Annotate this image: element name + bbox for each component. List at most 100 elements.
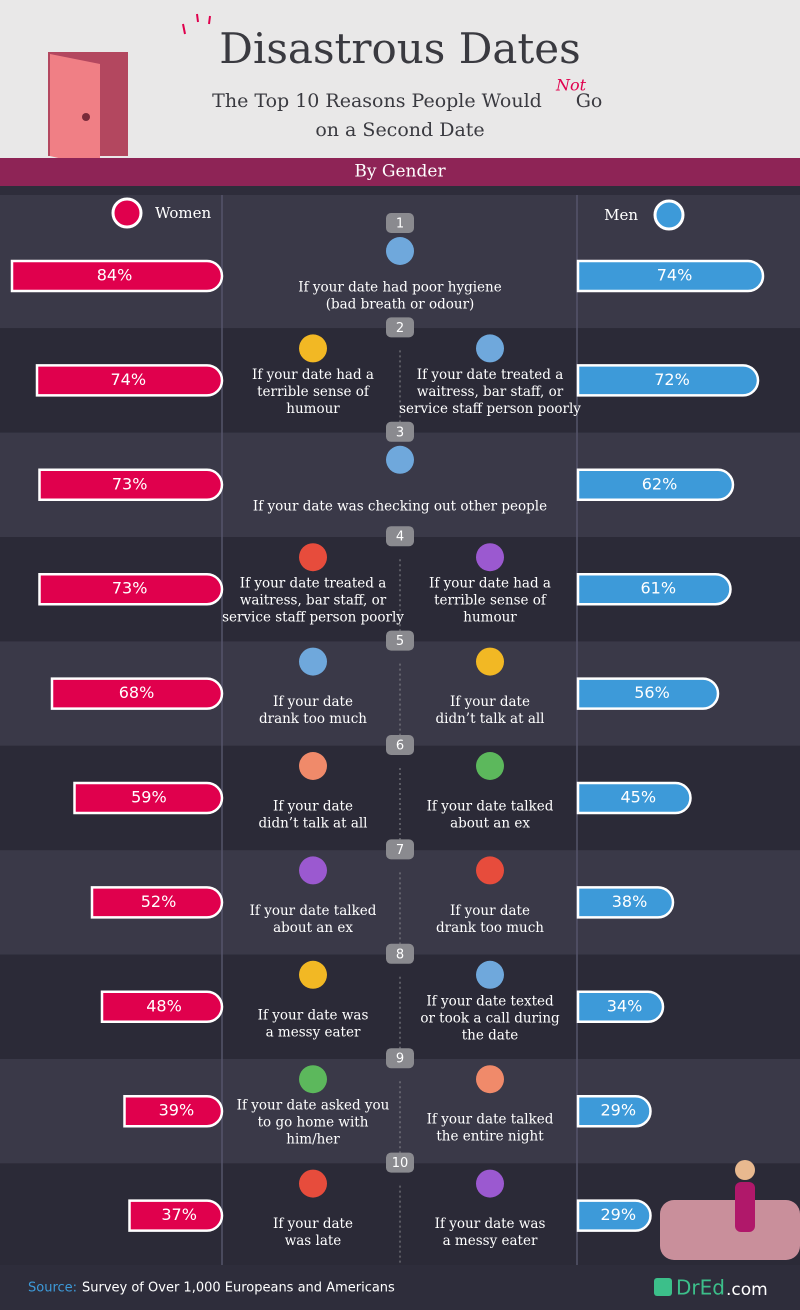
section-band [0, 158, 800, 186]
reason-men: If your date texted [426, 993, 554, 1009]
reason-men: about an ex [450, 816, 530, 832]
reason-men: If your date treated a [417, 367, 564, 383]
value-label: 62% [642, 474, 678, 493]
logo: DrEd [676, 1276, 725, 1300]
section-title: By Gender [354, 162, 446, 182]
sofa [660, 1200, 800, 1260]
reason-women: If your date [273, 1216, 353, 1232]
subtitle: The Top 10 Reasons People Would [212, 90, 542, 112]
value-label: 84% [97, 266, 133, 285]
reason-women: If your date had a [252, 367, 374, 383]
value-label: 29% [600, 1205, 636, 1224]
bar [576, 468, 735, 502]
value-label: 56% [634, 683, 670, 702]
legend-symbol [653, 199, 685, 231]
reason: If your date was checking out other peop… [253, 498, 547, 514]
bar [38, 468, 224, 502]
value-label: 72% [654, 370, 690, 389]
reason-women: was late [285, 1233, 342, 1249]
icon [476, 1169, 504, 1198]
bar [128, 1199, 224, 1232]
value-label: 74% [110, 370, 146, 389]
reason-men: didn’t talk at all [435, 711, 544, 727]
reason-men: humour [463, 610, 517, 626]
rank-badge [386, 526, 414, 547]
value-label: 39% [159, 1101, 195, 1120]
reason-men: drank too much [436, 920, 544, 936]
value-label: 37% [161, 1205, 197, 1224]
value-label: 45% [620, 788, 656, 807]
rank: 6 [396, 739, 404, 754]
value-label: 29% [600, 1101, 636, 1120]
reason-men: If your date [450, 903, 530, 919]
reason-women: waitress, bar staff, or [240, 593, 387, 609]
value-label: 61% [640, 579, 676, 598]
icon [476, 334, 504, 363]
rank-badge [386, 1048, 414, 1069]
rank: 2 [396, 321, 404, 336]
reason-women: humour [286, 401, 340, 417]
reason-men: If your date talked [427, 1112, 554, 1128]
value-label: 48% [146, 996, 182, 1015]
value-label: 74% [657, 266, 693, 285]
value-label: 73% [112, 579, 148, 598]
bar [90, 886, 224, 919]
bar [576, 990, 665, 1024]
bar [576, 886, 675, 919]
rank-badge [386, 421, 414, 442]
rank-badge [386, 943, 414, 964]
reason-men: a messy eater [443, 1233, 538, 1249]
value-label: 68% [119, 683, 155, 702]
reason: If your date had poor hygiene [298, 280, 501, 296]
icon [299, 334, 327, 363]
reason-men: the date [462, 1027, 519, 1043]
reason-men: If your date had a [429, 576, 551, 592]
bar [123, 1094, 224, 1128]
icon [299, 856, 327, 885]
icon [386, 237, 414, 265]
reason-women: about an ex [273, 920, 353, 936]
rank: 4 [396, 530, 404, 545]
bar [100, 990, 224, 1024]
reason-women: drank too much [259, 711, 367, 727]
reason-women: terrible sense of [257, 384, 370, 400]
rows: Women Men 84% 74% 1 If your date had poor hyg… [0, 195, 800, 1268]
reason-women: If your date treated a [240, 576, 387, 592]
bar [576, 781, 692, 815]
bar [576, 572, 732, 606]
rank-badge [386, 213, 414, 233]
rank-badge [386, 839, 414, 860]
value-label: 59% [131, 788, 167, 807]
legend-label: Women [155, 204, 212, 222]
reason-men: If your date talked [427, 799, 554, 815]
header-bg [0, 0, 800, 158]
reason-women: didn’t talk at all [258, 816, 367, 832]
reason-men: or took a call during [420, 1010, 560, 1026]
reason-women: If your date was [258, 1007, 369, 1023]
title-sparks [182, 13, 211, 35]
logo-suffix: .com [726, 1280, 768, 1300]
reason-women: If your date talked [250, 903, 377, 919]
bar [576, 677, 720, 710]
icon [299, 960, 327, 989]
reason-men: waitress, bar staff, or [417, 384, 564, 400]
figure-dress [735, 1182, 755, 1232]
reason-men: the entire night [436, 1129, 544, 1145]
value-label: 73% [112, 474, 148, 493]
reason: (bad breath or odour) [326, 297, 475, 313]
bar [576, 364, 760, 397]
door-knob [82, 113, 90, 121]
icon [299, 1169, 327, 1198]
icon [476, 856, 504, 885]
icon [476, 960, 504, 989]
figure-head [735, 1160, 755, 1180]
source-label: Source: [28, 1281, 77, 1296]
value-label: 34% [607, 996, 643, 1015]
reason-women: service staff person poorly [222, 610, 404, 626]
rank: 1 [396, 217, 404, 232]
reason-women: to go home with [258, 1115, 369, 1131]
legend-symbol [111, 197, 143, 229]
rank: 3 [396, 425, 404, 440]
